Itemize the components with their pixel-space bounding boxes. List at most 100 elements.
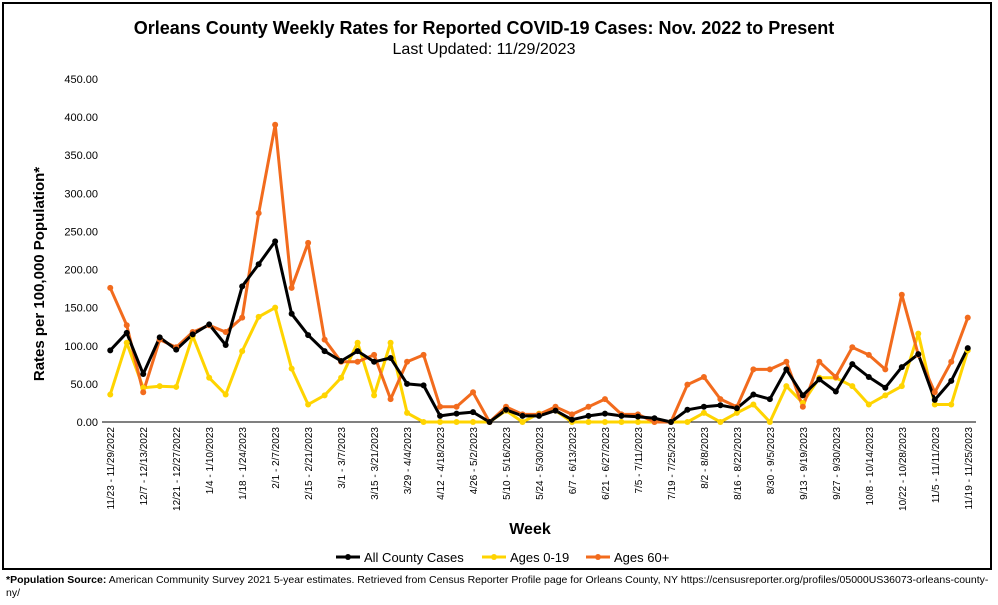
x-tick-label: 2/15 - 2/21/2023 [304, 427, 315, 500]
data-point [915, 351, 922, 358]
data-point [766, 366, 773, 373]
data-point [536, 412, 542, 419]
legend: All County Cases Ages 0-19 Ages 60+ [336, 550, 669, 565]
data-point [717, 402, 724, 409]
data-point [173, 383, 180, 390]
y-tick-label: 100.00 [64, 341, 98, 353]
x-tick-label: 4/26 - 5/2/2023 [469, 427, 480, 495]
x-tick-label: 9/13 - 9/19/2023 [799, 427, 810, 500]
data-point [684, 381, 691, 388]
series-line-1 [108, 306, 970, 424]
data-point [305, 239, 312, 246]
footnote: *Population Source: American Community S… [6, 574, 991, 600]
x-tick-label: 4/12 - 4/18/2023 [436, 427, 447, 500]
data-point [453, 403, 460, 410]
x-axis-label: Week [509, 521, 551, 538]
y-tick-label: 350.00 [64, 150, 98, 162]
chart-subtitle: Last Updated: 11/29/2023 [392, 41, 576, 58]
data-point [107, 284, 114, 291]
data-point [140, 370, 147, 377]
line-chart: 0.00 50.00 100.00 150.00 200.00 250.00 300.00 3… [31, 74, 976, 565]
x-tick-label: 1/18 - 1/24/2023 [238, 427, 249, 500]
data-point [832, 388, 839, 395]
data-point [272, 121, 279, 128]
data-point [865, 374, 872, 381]
data-point [371, 351, 378, 358]
data-point [898, 364, 905, 371]
data-point [354, 358, 361, 365]
legend-label: Ages 60+ [614, 550, 669, 565]
data-point [371, 392, 378, 399]
data-point [700, 403, 707, 410]
data-point [420, 382, 427, 389]
data-point [288, 310, 295, 317]
data-point [766, 419, 773, 425]
y-tick-label: 0.00 [77, 417, 98, 429]
data-point [700, 374, 707, 381]
data-point [420, 419, 427, 425]
data-point [849, 383, 856, 390]
legend-marker [345, 554, 351, 560]
data-point [733, 405, 740, 412]
x-tick-label: 6/7 - 6/13/2023 [568, 427, 579, 495]
data-point [140, 389, 147, 396]
y-axis-label: Rates per 100,000 Population* [31, 167, 48, 381]
y-tick-label: 200.00 [64, 265, 98, 277]
data-point [585, 412, 592, 419]
x-tick-label: 11/23 - 11/29/2022 [106, 427, 117, 510]
data-point [338, 374, 345, 381]
series-points [107, 121, 971, 425]
data-point [931, 401, 938, 408]
data-point [783, 366, 790, 373]
data-point [255, 313, 262, 320]
data-point [387, 396, 394, 403]
x-tick-label: 10/8 - 10/14/2023 [865, 427, 876, 506]
data-point [634, 413, 641, 420]
data-point [107, 347, 114, 354]
x-tick-label: 11/19 - 11/25/2023 [964, 427, 975, 510]
y-tick-label: 150.00 [64, 303, 98, 315]
data-point [288, 365, 295, 372]
data-point [882, 366, 889, 373]
legend-marker [595, 554, 601, 560]
data-point [849, 344, 856, 351]
data-point [156, 334, 163, 341]
footnote-text: American Community Survey 2021 5-year es… [6, 574, 989, 599]
data-point [354, 339, 361, 346]
data-point [222, 342, 229, 349]
data-point [750, 391, 757, 398]
chart-frame: Orleans County Weekly Rates for Reported… [2, 2, 992, 570]
data-point [799, 403, 806, 410]
y-tick-label: 400.00 [64, 112, 98, 124]
data-point [750, 366, 757, 373]
x-tick-label: 9/27 - 9/30/2023 [832, 427, 843, 500]
x-tick-label: 5/10 - 5/16/2023 [502, 427, 513, 500]
x-tick-label: 7/5 - 7/11/2023 [634, 427, 645, 494]
data-point [832, 374, 839, 381]
series-line-0 [109, 239, 970, 424]
x-tick-label: 7/19 - 7/25/2023 [667, 427, 678, 500]
data-point [948, 401, 955, 408]
x-tick-label: 3/1 - 3/7/2023 [337, 427, 348, 489]
series-lines [108, 123, 970, 424]
data-point [519, 419, 526, 425]
data-point [799, 392, 806, 399]
data-point [255, 210, 262, 217]
legend-label: All County Cases [364, 550, 464, 565]
data-point [601, 410, 608, 417]
data-point [321, 336, 328, 343]
data-point [354, 348, 361, 355]
data-point [437, 412, 444, 419]
data-point [239, 314, 246, 321]
data-point [783, 358, 790, 365]
data-point [371, 358, 378, 365]
data-point [470, 419, 477, 425]
data-point [123, 329, 130, 336]
data-point [404, 358, 411, 365]
data-point [272, 304, 279, 311]
data-point [239, 348, 246, 355]
data-point [305, 332, 312, 339]
data-point [948, 358, 955, 365]
data-point [915, 330, 922, 337]
data-point [338, 358, 345, 365]
